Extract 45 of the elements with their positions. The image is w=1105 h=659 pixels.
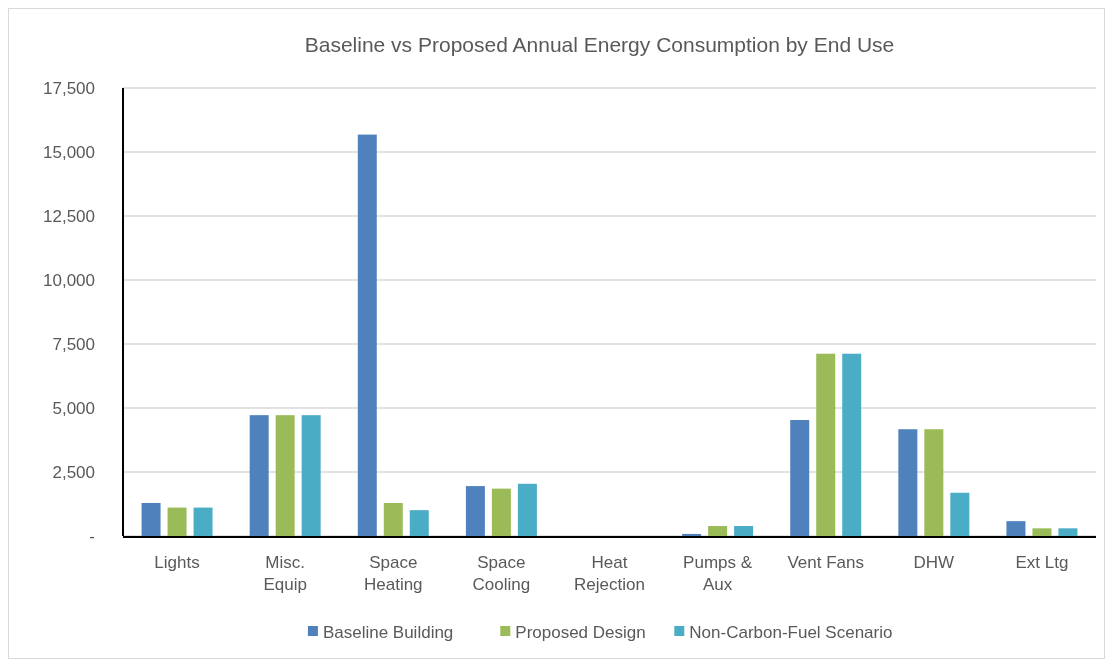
x-tick-label: Lights [154,553,200,572]
y-tick-label: 5,000 [52,398,95,418]
bar [517,483,537,536]
bar [167,507,187,536]
bar [898,429,918,536]
bar [950,492,970,536]
legend-label: Baseline Building [322,622,454,642]
x-tick-label: Space Cooling [472,553,531,594]
bar [193,507,213,536]
y-tick-label: 10,000 [43,270,95,290]
bar [465,486,485,536]
y-tick-label: - [89,526,95,546]
bar [141,502,161,536]
bar [357,134,377,536]
x-tick-label: Heat Rejection [574,553,645,594]
bar [790,420,810,536]
bar [816,353,836,536]
bar [924,429,944,536]
y-tick-label: 7,500 [52,334,95,354]
bar [1058,528,1078,536]
y-tick-label: 17,500 [43,78,95,98]
x-tick-label: Pumps & Aux [683,553,753,594]
bar [491,488,511,536]
x-tick-label: Misc. Equip [263,553,307,594]
bar [708,526,728,536]
bar [1032,528,1052,536]
y-tick-label: 2,500 [52,462,95,482]
x-tick-label: DHW [913,553,955,572]
chart-title: Baseline vs Proposed Annual Energy Consumption by End Use [304,33,895,56]
bar [275,415,295,536]
bar [842,353,862,536]
y-tick-label: 15,000 [43,142,95,162]
bar [301,415,321,536]
legend-label: Proposed Design [515,622,646,642]
x-tick-label: Space Heating [363,553,423,594]
bar [1006,521,1026,536]
bar [383,502,403,536]
legend-label: Non-Carbon-Fuel Scenario [689,622,893,642]
x-tick-label: Ext Ltg [1015,553,1069,572]
x-tick-label: Vent Fans [787,553,864,572]
bar [682,533,702,536]
bar [409,510,429,536]
bar [734,526,754,536]
y-tick-label: 12,500 [43,206,95,226]
bar [249,415,269,536]
